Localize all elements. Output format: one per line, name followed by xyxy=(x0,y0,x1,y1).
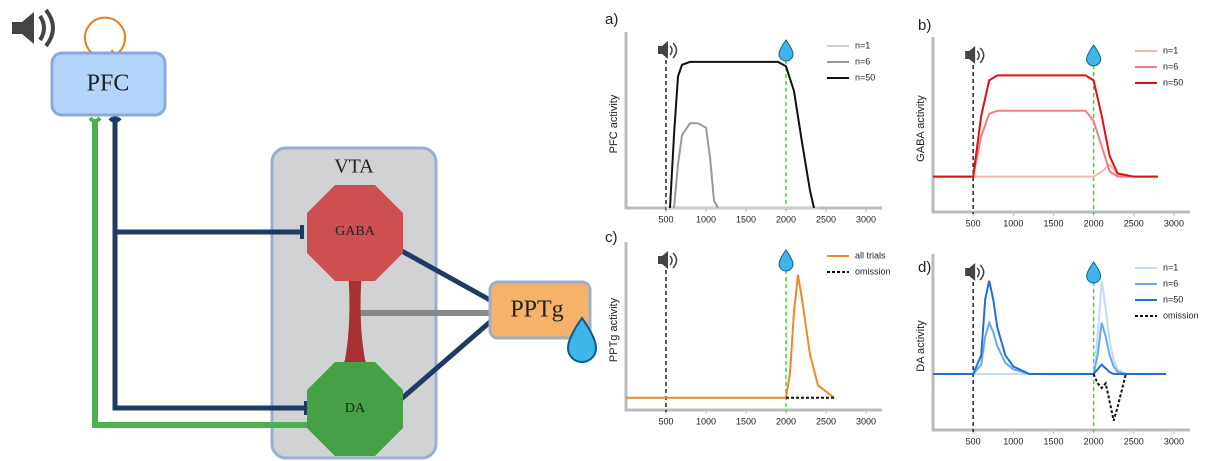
series-line xyxy=(933,74,1158,178)
series-line xyxy=(669,60,815,209)
gaba-node xyxy=(307,185,403,281)
water-drop xyxy=(778,249,794,272)
x-tick-label: 2000 xyxy=(1084,436,1104,446)
y-axis-label: PFC activity xyxy=(608,94,620,153)
line-chart: a) PFC activity 500 1000 1500 2000 2500 3000 n=1… xyxy=(605,11,882,224)
legend-label: n=1 xyxy=(855,40,870,50)
line-chart: d) DA activity 500 1000 1500 2000 2500 3000 n=1 n… xyxy=(915,254,1199,446)
legend-label: n=1 xyxy=(1163,45,1178,55)
series-line xyxy=(1092,373,1127,421)
x-tick-label: 3000 xyxy=(1164,436,1184,446)
y-axis-label: DA activity xyxy=(915,320,927,372)
pptg-node xyxy=(488,280,592,340)
da-label: DA xyxy=(345,401,366,416)
synapse xyxy=(88,116,102,123)
series-line xyxy=(626,274,835,399)
x-tick-label: 1000 xyxy=(1003,218,1023,228)
water-drop xyxy=(566,316,598,363)
legend-label: omission xyxy=(855,266,891,276)
axes xyxy=(931,37,1190,214)
x-tick-label: 3000 xyxy=(1164,218,1184,228)
x-tick-label: 2000 xyxy=(776,214,796,224)
synapse xyxy=(108,116,122,123)
speaker-icon xyxy=(669,42,678,59)
water-drop xyxy=(778,39,794,62)
gaba-label: GABA xyxy=(335,224,376,239)
da-node xyxy=(307,362,403,456)
x-tick-label: 2000 xyxy=(776,416,796,426)
synapse xyxy=(300,225,308,415)
pfc-da-projection xyxy=(92,120,315,428)
legend-label: n=50 xyxy=(855,72,875,82)
series-line xyxy=(673,122,719,209)
axes xyxy=(931,254,1190,432)
x-tick-label: 2500 xyxy=(1124,218,1144,228)
x-tick-label: 2500 xyxy=(816,214,836,224)
speaker-icon xyxy=(976,264,985,281)
x-tick-label: 500 xyxy=(966,218,981,228)
x-tick-label: 1500 xyxy=(736,214,756,224)
x-tick-label: 3000 xyxy=(856,416,876,426)
legend-label: n=6 xyxy=(855,56,870,66)
speaker-icon xyxy=(965,46,976,64)
speaker-icon xyxy=(976,47,985,64)
recurrent-arrow xyxy=(84,16,126,56)
series-line xyxy=(933,319,1166,375)
x-tick-label: 2500 xyxy=(816,416,836,426)
pptg-label: PPTg xyxy=(510,297,563,323)
x-tick-label: 500 xyxy=(658,416,673,426)
x-tick-label: 500 xyxy=(966,436,981,446)
legend-label: n=50 xyxy=(1163,77,1183,87)
panel-label: c) xyxy=(605,229,618,246)
x-tick-label: 1000 xyxy=(1003,436,1023,446)
legend-label: all trials xyxy=(855,250,886,260)
line-chart: b) GABA activity 500 1000 1500 2000 2500 3000 n=… xyxy=(915,17,1190,228)
circuit-diagram: VTA GABA DA PFC PPTg xyxy=(12,8,598,460)
speaker-icon xyxy=(38,8,55,48)
pfc-label: PFC xyxy=(87,71,130,97)
pfc-node xyxy=(50,51,167,117)
axes xyxy=(624,242,882,412)
speaker-icon xyxy=(12,12,34,44)
x-tick-label: 3000 xyxy=(856,214,876,224)
panel-label: b) xyxy=(918,17,931,34)
x-tick-label: 500 xyxy=(658,214,673,224)
pptg-projection xyxy=(398,247,492,402)
series-line xyxy=(933,109,1158,178)
water-drop xyxy=(1086,261,1102,284)
series-line xyxy=(933,280,1166,375)
x-tick-label: 2000 xyxy=(1084,218,1104,228)
x-tick-label: 2500 xyxy=(1124,436,1144,446)
x-tick-label: 1000 xyxy=(696,416,716,426)
y-axis-label: PPTg activity xyxy=(608,297,620,362)
x-tick-label: 1500 xyxy=(736,416,756,426)
pfc-projection xyxy=(112,115,306,411)
x-tick-label: 1500 xyxy=(1043,218,1063,228)
x-tick-label: 1500 xyxy=(1043,436,1063,446)
legend-label: n=6 xyxy=(1163,61,1178,71)
speaker-icon xyxy=(658,251,668,269)
legend-label: n=6 xyxy=(1163,278,1178,288)
series-line xyxy=(933,280,1166,375)
y-axis-label: GABA activity xyxy=(915,95,927,162)
speaker-icon xyxy=(669,252,678,269)
legend-label: n=1 xyxy=(1163,262,1178,272)
x-tick-label: 1000 xyxy=(696,214,716,224)
water-drop xyxy=(1086,44,1102,67)
axes xyxy=(624,32,882,210)
axon xyxy=(335,270,375,378)
line-chart: c) PPTg activity 500 1000 1500 2000 2500 3000 al… xyxy=(605,229,891,426)
legend-label: omission xyxy=(1163,310,1199,320)
vta-label: VTA xyxy=(334,156,374,178)
panel-label: d) xyxy=(918,259,931,276)
panel-label: a) xyxy=(605,11,618,28)
speaker-icon xyxy=(965,263,976,281)
legend-label: n=50 xyxy=(1163,294,1183,304)
speaker-icon xyxy=(658,41,668,59)
